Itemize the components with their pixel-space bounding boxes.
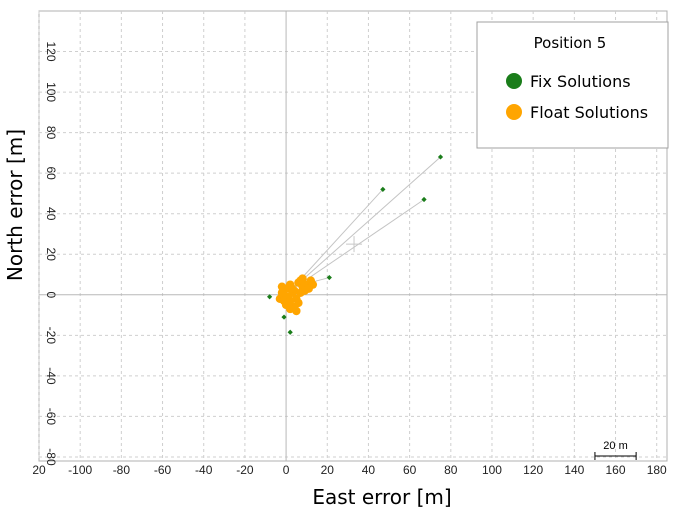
x-tick-label: 20 bbox=[321, 463, 335, 477]
y-tick-label: -40 bbox=[44, 367, 58, 385]
x-tick-label: -20 bbox=[236, 463, 254, 477]
x-tick-label: 80 bbox=[444, 463, 458, 477]
float-solution-point bbox=[277, 282, 287, 291]
connector-line bbox=[289, 199, 425, 292]
legend-float-label: Float Solutions bbox=[530, 103, 648, 122]
fix-solution-point bbox=[437, 154, 444, 160]
y-tick-label: -80 bbox=[44, 448, 58, 466]
fix-solution-point bbox=[281, 314, 287, 320]
fix-solution-point bbox=[421, 196, 427, 203]
x-tick-label: 60 bbox=[403, 463, 417, 477]
fix-solution-point bbox=[380, 186, 386, 192]
y-tick-label: 40 bbox=[44, 207, 58, 221]
y-tick-label: -20 bbox=[44, 327, 58, 345]
y-tick-label: 100 bbox=[44, 82, 58, 102]
float-solution-point bbox=[296, 276, 305, 285]
x-tick-label: 140 bbox=[564, 463, 584, 477]
grid bbox=[38, 11, 667, 461]
scale-bar-label: 20 m bbox=[603, 440, 627, 452]
x-tick-labels: 20 -100 -80 -60 -40 -20 0 20 40 60 80 100 120 140 160 1… bbox=[32, 463, 667, 477]
x-tick-label: 180 bbox=[647, 463, 667, 477]
float-solution-point bbox=[288, 284, 297, 293]
mean-position-marker bbox=[346, 236, 363, 253]
x-tick-label: 0 bbox=[283, 463, 290, 477]
legend: Position 5 Fix Solutions Float Solutions bbox=[476, 21, 669, 149]
legend-float-marker bbox=[506, 104, 522, 120]
y-tick-label: 120 bbox=[44, 42, 58, 62]
legend-title: Position 5 bbox=[534, 34, 607, 52]
legend-fix-marker bbox=[506, 73, 522, 89]
x-tick-label: 100 bbox=[482, 463, 502, 477]
y-tick-label: 60 bbox=[44, 166, 58, 180]
legend-fix-label: Fix Solutions bbox=[530, 72, 631, 91]
fix-solution-point bbox=[267, 294, 273, 300]
scale-bar: 20 m bbox=[594, 440, 637, 460]
x-tick-label: 120 bbox=[523, 463, 543, 477]
float-solution-point bbox=[277, 288, 287, 297]
y-tick-label: 0 bbox=[44, 291, 58, 298]
connector-line bbox=[289, 156, 441, 292]
float-solution-point bbox=[300, 286, 309, 295]
float-solutions-series bbox=[275, 274, 318, 316]
fix-solutions-series bbox=[267, 154, 444, 335]
y-tick-label: -60 bbox=[44, 408, 58, 426]
x-tick-label: -40 bbox=[195, 463, 213, 477]
y-tick-labels: 120 100 80 60 40 20 0 -20 -40 -60 -80 bbox=[44, 42, 58, 466]
x-tick-label: 20 bbox=[32, 463, 46, 477]
zero-axes bbox=[39, 11, 667, 461]
x-axis-title: East error [m] bbox=[312, 485, 451, 509]
y-tick-label: 80 bbox=[44, 126, 58, 140]
x-tick-label: -100 bbox=[68, 463, 92, 477]
x-tick-label: 40 bbox=[362, 463, 376, 477]
fix-solution-point bbox=[287, 329, 293, 335]
x-tick-label: 160 bbox=[606, 463, 626, 477]
float-solution-point bbox=[286, 296, 295, 306]
x-tick-label: -60 bbox=[154, 463, 172, 477]
x-tick-label: -80 bbox=[113, 463, 131, 477]
fix-solution-point bbox=[326, 274, 332, 281]
y-axis-title: North error [m] bbox=[3, 129, 27, 281]
y-tick-label: 20 bbox=[44, 248, 58, 262]
connector-line bbox=[289, 189, 384, 292]
